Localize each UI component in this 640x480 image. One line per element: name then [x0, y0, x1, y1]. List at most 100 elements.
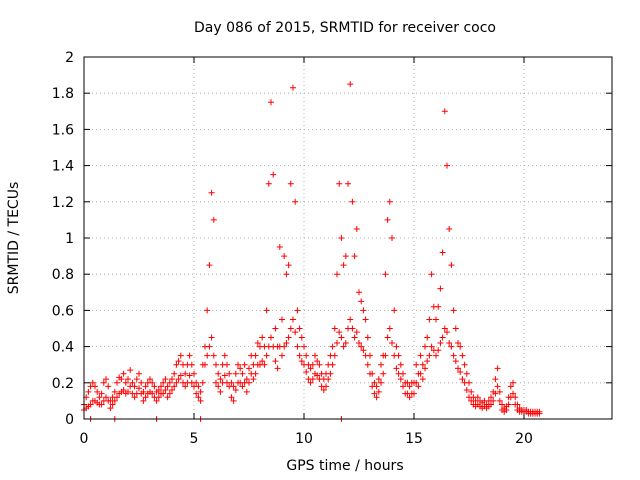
data-point: [272, 325, 279, 332]
data-point: [351, 334, 358, 341]
data-point: [468, 397, 475, 404]
data-point: [362, 316, 369, 323]
data-point: [182, 383, 189, 390]
data-point: [204, 307, 211, 314]
data-point: [492, 390, 499, 397]
data-point: [243, 388, 250, 395]
data-point: [382, 271, 389, 278]
x-tick-label: 0: [80, 431, 89, 447]
data-point: [397, 376, 404, 383]
data-point: [149, 379, 156, 386]
data-point: [492, 376, 499, 383]
data-point: [446, 225, 453, 232]
data-point: [439, 249, 446, 256]
data-point: [490, 397, 497, 404]
data-point: [204, 352, 211, 359]
data-point: [340, 262, 347, 269]
data-point: [417, 352, 424, 359]
data-point: [290, 84, 296, 91]
data-point: [364, 334, 371, 341]
data-point: [215, 370, 222, 377]
data-point: [463, 387, 470, 394]
data-point: [290, 316, 296, 323]
data-point: [98, 401, 105, 408]
data-point: [375, 376, 382, 383]
data-point: [455, 339, 461, 346]
y-tick-label: 1: [65, 231, 74, 247]
data-point: [166, 390, 173, 397]
data-point: [96, 394, 103, 401]
data-point: [466, 394, 472, 401]
data-point: [463, 370, 470, 377]
data-point: [171, 383, 178, 390]
data-point: [136, 370, 142, 377]
data-point: [287, 180, 294, 187]
data-point: [334, 339, 340, 346]
data-point: [433, 352, 439, 359]
data-point: [391, 307, 398, 314]
data-point: [338, 235, 345, 241]
data-point: [450, 352, 457, 359]
y-tick-label: 0.2: [52, 376, 74, 392]
x-axis-label: GPS time / hours: [286, 458, 403, 474]
data-point: [186, 372, 193, 379]
data-point: [120, 370, 127, 377]
data-points: [81, 81, 543, 422]
data-point: [459, 376, 466, 383]
data-point: [303, 368, 310, 375]
data-point: [224, 379, 230, 386]
data-point: [441, 325, 448, 332]
data-point: [114, 394, 120, 401]
data-point: [169, 376, 175, 383]
data-point: [265, 180, 272, 187]
y-tick-label: 0.4: [52, 340, 74, 356]
data-point: [356, 289, 362, 296]
data-point: [325, 376, 332, 383]
data-point: [320, 387, 327, 394]
data-point: [496, 388, 503, 395]
data-point: [386, 325, 393, 332]
data-point: [338, 334, 345, 341]
data-point: [195, 394, 202, 401]
data-point: [131, 394, 138, 401]
data-point: [395, 370, 402, 377]
data-point: [111, 388, 118, 395]
data-point: [197, 388, 204, 395]
data-point: [393, 365, 400, 372]
data-point: [393, 343, 400, 350]
data-point: [281, 253, 288, 260]
x-tick-label: 10: [295, 431, 313, 447]
data-point: [252, 370, 259, 377]
data-point: [507, 394, 514, 401]
data-point: [536, 410, 543, 417]
data-point: [294, 343, 301, 350]
data-point: [215, 383, 222, 390]
data-point: [182, 370, 189, 377]
data-point: [276, 244, 283, 251]
data-point: [298, 358, 305, 365]
data-point: [452, 325, 459, 332]
data-point: [226, 370, 233, 377]
data-point: [331, 325, 338, 332]
data-point: [105, 397, 112, 404]
data-point: [369, 383, 376, 390]
data-point: [446, 339, 453, 346]
data-point: [499, 401, 505, 408]
data-point: [239, 370, 246, 377]
data-point: [301, 361, 307, 368]
data-point: [397, 361, 404, 368]
data-point: [298, 334, 305, 341]
data-point: [413, 379, 420, 386]
data-point: [448, 262, 455, 269]
data-point: [419, 376, 426, 383]
data-point: [433, 316, 439, 323]
data-point: [358, 298, 365, 305]
data-point: [384, 216, 391, 223]
data-point: [439, 334, 446, 341]
data-point: [155, 387, 162, 394]
data-point: [345, 180, 351, 187]
data-point: [349, 325, 356, 332]
data-point: [375, 388, 382, 395]
data-point: [202, 361, 208, 368]
data-point: [400, 383, 406, 390]
